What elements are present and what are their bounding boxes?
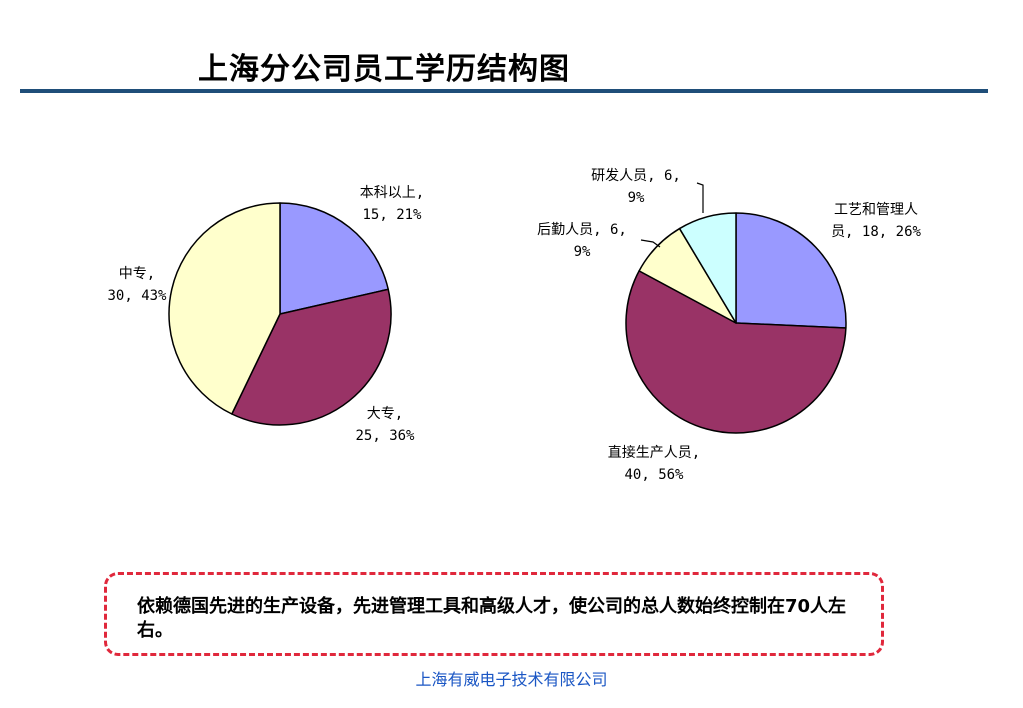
pie-slice-zhongzhuan	[168, 202, 281, 415]
pie-slice-benke	[279, 202, 389, 315]
page-title: 上海分公司员工学历结构图	[198, 52, 570, 87]
slice-label-zhongzhuan-line1: 中专,	[119, 266, 155, 282]
slice-label-yanfa-line1: 研发人员, 6,	[591, 168, 681, 184]
slice-label-zhongzhuan-line2: 30, 43%	[107, 288, 167, 304]
note-box: 依赖德国先进的生产设备，先进管理工具和高级人才，使公司的总人数始终控制在70人左…	[104, 572, 884, 656]
slice-label-yanfa-line2: 9%	[628, 190, 645, 206]
pie-slice-gongyi	[735, 212, 847, 329]
pie-chart-education	[168, 202, 392, 426]
slice-label-houqin-line1: 后勤人员, 6,	[537, 222, 627, 238]
pie-slice-shengchan	[625, 270, 847, 434]
pie-slice-dazhuan	[231, 288, 392, 426]
pie-charts: 本科以上, 15, 21% 大专, 25, 36% 中专, 30, 43% 工艺…	[107, 168, 921, 483]
slice-label-dazhuan-line2: 25, 36%	[355, 428, 415, 444]
leader-line-houqin	[640, 239, 661, 248]
slice-label-benke-line1: 本科以上,	[360, 185, 424, 201]
pie-slice-yanfa	[678, 212, 737, 324]
slice-label-dazhuan-line1: 大专,	[367, 406, 403, 422]
slice-label-benke-line2: 15, 21%	[362, 207, 422, 223]
pie-chart-roles	[625, 212, 847, 434]
slice-label-gongyi-line2: 员, 18, 26%	[831, 224, 921, 240]
title-divider	[20, 89, 988, 93]
slice-label-gongyi-line1: 工艺和管理人	[834, 202, 918, 218]
slice-label-houqin-line2: 9%	[574, 244, 591, 260]
leader-line-yanfa	[696, 182, 704, 213]
company-footer: 上海有威电子技术有限公司	[415, 670, 608, 689]
note-text: 依赖德国先进的生产设备，先进管理工具和高级人才，使公司的总人数始终控制在70人左…	[137, 596, 847, 641]
slice-label-shengchan-line2: 40, 56%	[624, 467, 684, 483]
slice-label-shengchan-line1: 直接生产人员,	[608, 444, 700, 461]
